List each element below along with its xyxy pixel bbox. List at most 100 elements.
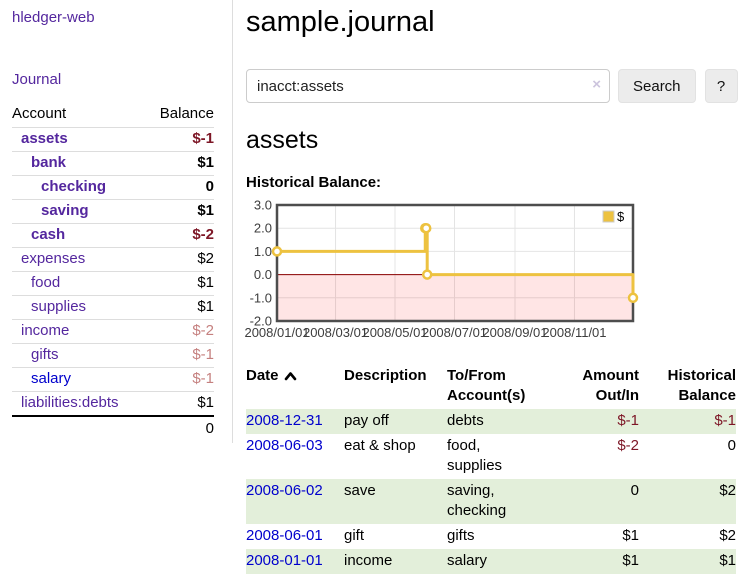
search-form: × Search ? [246, 69, 742, 103]
register-row: 2008-06-03 eat & shop food, supplies $-2 0 [246, 434, 736, 479]
svg-text:0.0: 0.0 [254, 267, 272, 282]
register-amount: $1 [622, 552, 639, 569]
register-date-link[interactable]: 2008-06-01 [246, 527, 323, 544]
clear-search-icon[interactable]: × [592, 76, 601, 93]
page-title: sample.journal [246, 6, 435, 38]
register-row: 2008-06-01 gift gifts $1 $2 [246, 524, 736, 549]
register-balance: $2 [719, 527, 736, 544]
account-balance: $-2 [145, 223, 214, 248]
account-balance: $-1 [145, 127, 214, 152]
register-description: income [344, 552, 393, 569]
register-date-link[interactable]: 2008-01-01 [246, 552, 323, 569]
register-amount: $-1 [617, 412, 639, 429]
svg-text:-2.0: -2.0 [250, 314, 272, 329]
account-balance: 0 [145, 175, 214, 200]
accounts-table: Account Balance assets $-1 bank $1 checking 0… [12, 101, 214, 441]
account-link[interactable]: saving [41, 202, 89, 219]
register-description: pay off [344, 412, 389, 429]
main-panel: sample.journal × Search ? assets Histori… [233, 0, 742, 574]
account-row: food $1 [12, 271, 214, 296]
svg-text:2008/07/01: 2008/07/01 [422, 325, 487, 340]
register-header-description: Description [344, 367, 427, 384]
svg-text:2.0: 2.0 [254, 221, 272, 236]
register-amount: 0 [630, 482, 639, 499]
sort-ascending-icon [284, 372, 296, 381]
svg-text:-1.0: -1.0 [250, 290, 272, 305]
register-accounts: salary [447, 552, 488, 569]
register-description: eat & shop [344, 437, 416, 454]
register-date-link[interactable]: 2008-12-31 [246, 412, 323, 429]
register-table-body: 2008-12-31 pay off debts $-1 $-1 2008-06-03 ea… [246, 409, 736, 574]
register-header-amount: Amount Out/In [582, 367, 639, 404]
accounts-header-balance: Balance [145, 101, 214, 128]
account-link[interactable]: expenses [21, 250, 86, 267]
account-row: salary $-1 [12, 367, 214, 392]
register-header-row: Date Description To/From Account(s) Amou… [246, 364, 736, 409]
search-button[interactable]: Search [618, 69, 696, 103]
historical-balance-chart: 3.0 2.0 1.0 0.0 -1.0 -2.02008/01/012008/03/01… [244, 198, 639, 340]
account-balance: $-1 [145, 343, 214, 368]
register-row: 2008-12-31 pay off debts $-1 $-1 [246, 409, 736, 434]
account-link[interactable]: food [31, 274, 61, 291]
search-input-wrap: × [246, 69, 610, 103]
sidebar-item-journal[interactable]: Journal [12, 71, 62, 88]
brand-link[interactable]: hledger-web [12, 9, 95, 26]
register-row: 2008-01-01 income salary $1 $1 [246, 549, 736, 574]
account-link[interactable]: bank [31, 154, 67, 171]
register-amount: $1 [622, 527, 639, 544]
account-balance: $1 [145, 151, 214, 176]
account-row: expenses $2 [12, 247, 214, 272]
register-accounts: saving, checking [447, 482, 507, 519]
account-link[interactable]: cash [31, 226, 66, 243]
register-balance: 0 [727, 437, 736, 454]
account-balance: $1 [145, 295, 214, 320]
accounts-total-spacer [12, 415, 146, 441]
account-balance: $1 [145, 199, 214, 224]
account-link[interactable]: gifts [31, 346, 59, 363]
account-balance: $1 [145, 271, 214, 296]
account-balance: $-2 [145, 319, 214, 344]
account-row: saving $1 [12, 199, 214, 224]
sidebar: hledger-web Journal Account Balance asse… [0, 0, 233, 443]
account-link[interactable]: liabilities:debts [21, 394, 119, 411]
svg-text:1.0: 1.0 [254, 244, 272, 259]
account-row: supplies $1 [12, 295, 214, 320]
accounts-total-balance: 0 [145, 415, 214, 441]
register-accounts: food, supplies [447, 437, 503, 474]
register-date-link[interactable]: 2008-06-03 [246, 437, 323, 454]
account-link[interactable]: supplies [31, 298, 87, 315]
accounts-table-body: assets $-1 bank $1 checking 0 saving $1 cash $-2 e… [12, 127, 214, 417]
register-balance: $-1 [714, 412, 736, 429]
account-row: assets $-1 [12, 127, 214, 152]
search-input[interactable] [246, 69, 610, 103]
register-row: 2008-06-02 save saving, checking 0 $2 [246, 479, 736, 524]
account-balance: $2 [145, 247, 214, 272]
register-amount: $-2 [617, 437, 639, 454]
svg-text:2008/09/01: 2008/09/01 [482, 325, 547, 340]
accounts-total-row: 0 [12, 415, 214, 441]
account-link[interactable]: salary [31, 370, 72, 387]
help-button[interactable]: ? [704, 69, 738, 103]
svg-text:2008/01/01: 2008/01/01 [244, 325, 309, 340]
chart-title: Historical Balance: [246, 174, 382, 191]
account-row: gifts $-1 [12, 343, 214, 368]
svg-text:3.0: 3.0 [254, 198, 272, 213]
account-heading: assets [246, 126, 319, 154]
account-row: cash $-2 [12, 223, 214, 248]
accounts-header-row: Account Balance [12, 101, 214, 128]
register-header-balance: Historical Balance [667, 367, 736, 404]
account-link[interactable]: assets [21, 130, 68, 147]
register-balance: $2 [719, 482, 736, 499]
register-accounts: debts [447, 412, 484, 429]
account-link[interactable]: income [21, 322, 70, 339]
svg-text:2008/05/01: 2008/05/01 [362, 325, 427, 340]
register-table: Date Description To/From Account(s) Amou… [246, 364, 736, 574]
account-row: income $-2 [12, 319, 214, 344]
register-header-date-label: Date [246, 367, 279, 384]
register-header-date[interactable]: Date [246, 364, 344, 409]
register-balance: $1 [719, 552, 736, 569]
svg-text:$: $ [617, 209, 625, 224]
account-link[interactable]: checking [41, 178, 107, 195]
register-date-link[interactable]: 2008-06-02 [246, 482, 323, 499]
